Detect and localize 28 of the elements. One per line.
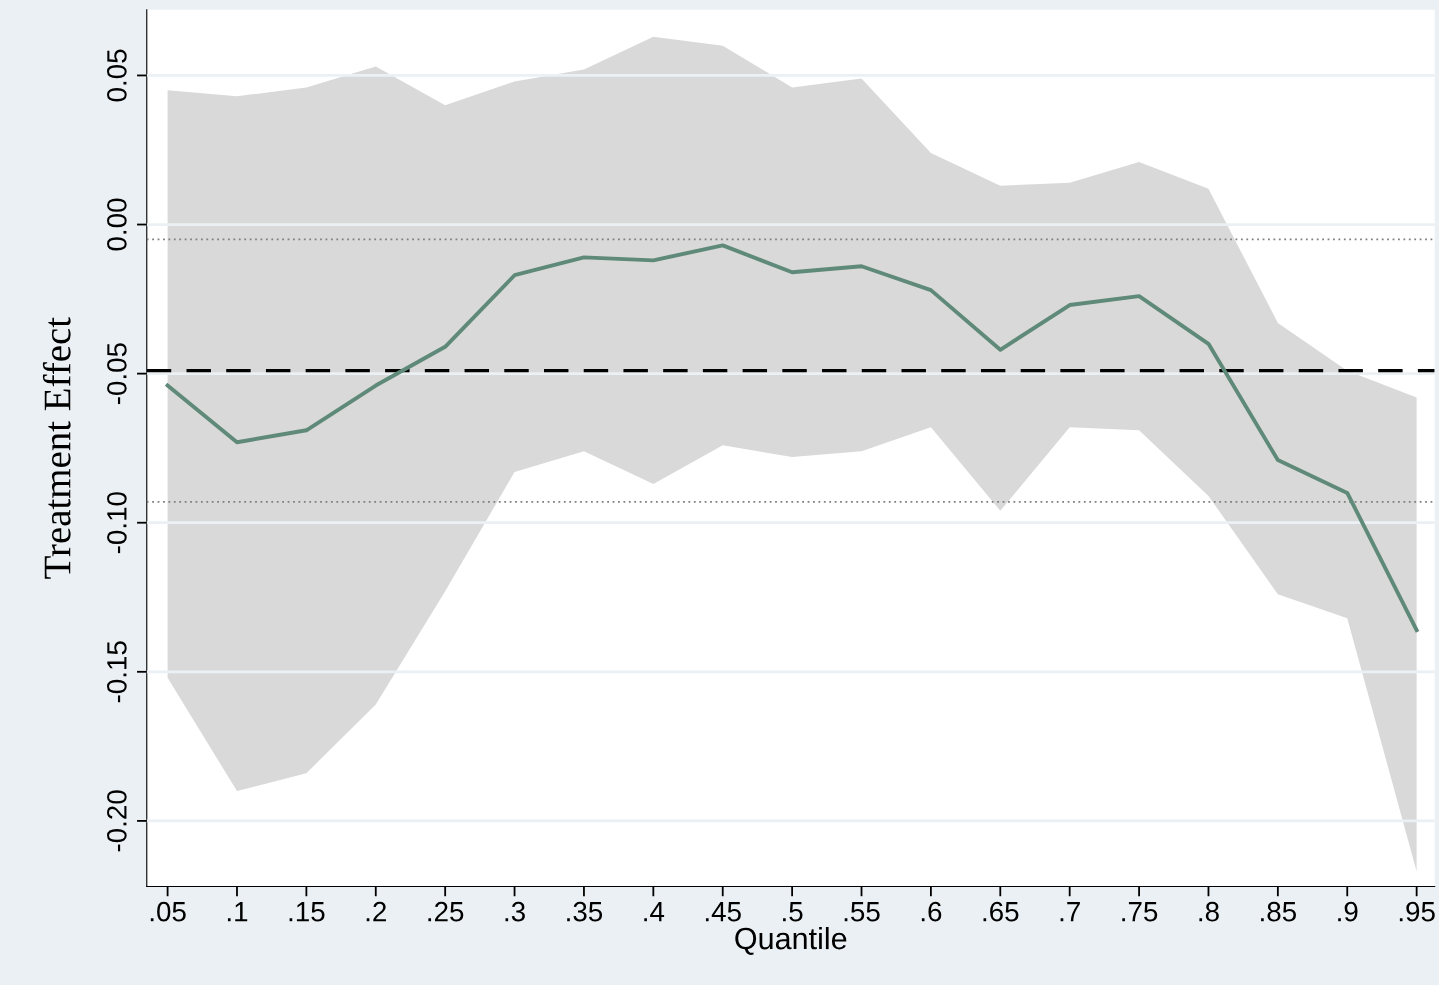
x-tick-label: .95 <box>1399 901 1435 922</box>
x-tick-label: .35 <box>567 901 603 922</box>
y-tick-label: -0.20 <box>107 790 127 852</box>
x-tick-label: .05 <box>150 901 186 922</box>
y-tick-label: 0.05 <box>107 49 127 102</box>
y-tick-label: -0.05 <box>107 343 127 405</box>
x-tick-label: .3 <box>505 901 525 922</box>
x-tick-label: .75 <box>1122 902 1158 922</box>
x-tick-label: .85 <box>1261 901 1296 922</box>
x-tick-label: .8 <box>1199 901 1219 922</box>
x-tick-label: .6 <box>921 901 942 922</box>
x-tick-label: .9 <box>1338 901 1358 922</box>
x-tick-label: .2 <box>366 901 386 922</box>
y-tick-label: -0.10 <box>107 492 127 554</box>
x-tick-label: .25 <box>428 901 464 922</box>
x-tick-label: .5 <box>783 902 803 922</box>
y-axis-title: Treatment Effect <box>42 317 71 579</box>
x-tick-label: .15 <box>289 902 325 922</box>
y-tick-label: 0.00 <box>107 198 127 251</box>
x-tick-label: .55 <box>844 902 880 922</box>
y-tick-label: -0.15 <box>107 641 127 703</box>
x-tick-label: .7 <box>1060 902 1080 922</box>
x-tick-label: .45 <box>705 902 741 922</box>
x-axis-title: Quantile <box>735 926 847 955</box>
x-tick-label: .1 <box>227 902 248 922</box>
line-series <box>165 243 1419 633</box>
x-tick-label: .4 <box>644 902 665 922</box>
x-tick-label: .65 <box>983 901 1019 922</box>
